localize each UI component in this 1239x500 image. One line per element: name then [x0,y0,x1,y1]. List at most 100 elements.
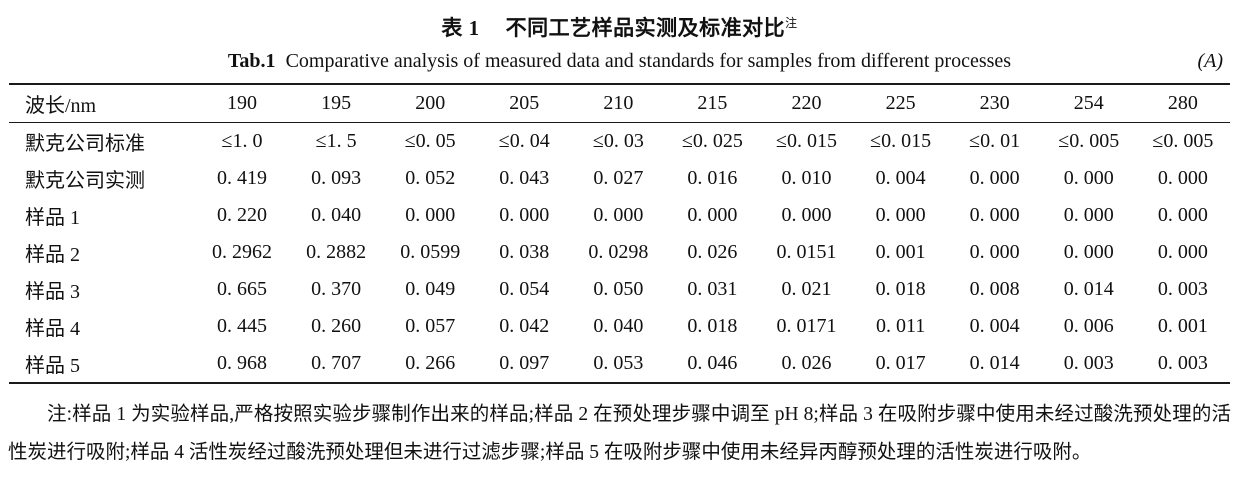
cell-value: ≤0. 03 [592,130,644,152]
table-row: 样品 4 0. 445 0. 260 0. 057 0. 042 0. 040 0. 018… [9,308,1230,345]
cell-value: ≤0. 005 [1058,130,1120,152]
column-header: 220 [791,92,822,114]
column-header: 215 [697,92,728,114]
table-body: 默克公司标准 ≤1. 0 ≤1. 5 ≤0. 05 ≤0. 04 ≤0. 03 ≤0. 02… [9,123,1230,384]
cell-value: 0. 031 [687,278,738,300]
cell-value: 0. 016 [687,167,738,189]
column-header: 195 [321,92,352,114]
cell-value: 0. 046 [687,352,738,374]
table-row: 样品 5 0. 968 0. 707 0. 266 0. 097 0. 053 0. 046… [9,345,1230,383]
cell-value: 0. 000 [875,204,926,226]
cell-value: 0. 000 [687,204,738,226]
cell-value: 0. 052 [405,167,456,189]
cell-value: 0. 000 [1157,204,1208,226]
table-row: 样品 3 0. 665 0. 370 0. 049 0. 054 0. 050 0. 031… [9,271,1230,308]
cell-value: 0. 038 [499,241,550,263]
cell-value: 0. 000 [1063,241,1114,263]
cell-value: 0. 017 [875,352,926,374]
cell-value: 0. 000 [1157,241,1208,263]
row-label: 样品 1 [25,207,80,229]
cell-value: 0. 004 [969,315,1020,337]
row-label: 样品 3 [25,281,80,303]
cell-value: 0. 054 [499,278,550,300]
cell-value: 0. 014 [969,352,1020,374]
unit-label: (A) [1197,50,1223,72]
cell-value: 0. 968 [217,352,268,374]
cell-value: 0. 027 [593,167,644,189]
cell-value: 0. 0298 [588,241,649,263]
cell-value: 0. 000 [969,241,1020,263]
cell-value: 0. 040 [593,315,644,337]
column-header: 230 [979,92,1010,114]
column-header: 210 [603,92,634,114]
cell-value: 0. 260 [311,315,362,337]
cell-value: 0. 0151 [776,241,837,263]
cell-value: 0. 006 [1063,315,1114,337]
cell-value: ≤0. 025 [681,130,743,152]
column-header: 190 [227,92,258,114]
cell-value: 0. 2882 [306,241,367,263]
table-number-en: Tab.1 [227,50,276,72]
cell-value: 0. 014 [1063,278,1114,300]
table-title-en-text: Comparative analysis of measured data an… [285,50,1012,72]
column-header: 254 [1073,92,1104,114]
table-title-en: Tab.1 Comparative analysis of measured da… [0,50,1239,73]
cell-value: ≤0. 015 [776,130,837,152]
cell-value: 0. 000 [405,204,456,226]
cell-value: ≤1. 0 [221,130,263,152]
cell-value: 0. 370 [311,278,362,300]
cell-value: 0. 004 [875,167,926,189]
table-footnote: 注:样品 1 为实验样品,严格按照实验步骤制作出来的样品;样品 2 在预处理步骤… [8,404,1231,463]
cell-value: 0. 043 [499,167,550,189]
table-row: 样品 1 0. 220 0. 040 0. 000 0. 000 0. 000 0. 000… [9,197,1230,234]
cell-value: 0. 0599 [400,241,461,263]
table-row: 默克公司标准 ≤1. 0 ≤1. 5 ≤0. 05 ≤0. 04 ≤0. 03 ≤0. 02… [9,123,1230,161]
table-header-row: 波长/nm 190 195 200 205 210 215 220 225 230 254 280 [9,84,1230,123]
cell-value: 0. 000 [499,204,550,226]
cell-value: 0. 000 [969,204,1020,226]
cell-value: 0. 003 [1157,352,1208,374]
cell-value: 0. 000 [969,167,1020,189]
cell-value: 0. 419 [217,167,268,189]
cell-value: 0. 000 [781,204,832,226]
cell-value: 0. 053 [593,352,644,374]
cell-value: 0. 049 [405,278,456,300]
column-header: 280 [1167,92,1198,114]
cell-value: 0. 445 [217,315,268,337]
cell-value: ≤0. 05 [404,130,456,152]
column-header: 200 [415,92,446,114]
table-number-cn: 表 1 [441,16,480,40]
cell-value: 0. 000 [593,204,644,226]
cell-value: 0. 097 [499,352,550,374]
cell-value: 0. 010 [781,167,832,189]
cell-value: 0. 000 [1063,204,1114,226]
cell-value: 0. 003 [1157,278,1208,300]
cell-value: 0. 008 [969,278,1020,300]
cell-value: 0. 003 [1063,352,1114,374]
column-header: 205 [509,92,540,114]
row-label: 默克公司标准 [25,133,145,155]
cell-value: 0. 018 [687,315,738,337]
cell-value: 0. 011 [875,315,926,337]
cell-value: 0. 026 [687,241,738,263]
cell-value: ≤0. 005 [1152,130,1214,152]
row-label: 默克公司实测 [25,170,145,192]
cell-value: 0. 665 [217,278,268,300]
cell-value: 0. 026 [781,352,832,374]
cell-value: ≤0. 04 [498,130,550,152]
cell-value: 0. 057 [405,315,456,337]
cell-value: 0. 220 [217,204,268,226]
comparison-table: 波长/nm 190 195 200 205 210 215 220 225 230 254 280 默… [9,83,1230,384]
table-row: 默克公司实测 0. 419 0. 093 0. 052 0. 043 0. 027 0. 0… [9,160,1230,197]
cell-value: ≤1. 5 [315,130,357,152]
column-header: 225 [885,92,916,114]
cell-value: 0. 093 [311,167,362,189]
cell-value: 0. 040 [311,204,362,226]
cell-value: 0. 001 [875,241,926,263]
table-row: 样品 2 0. 2962 0. 2882 0. 0599 0. 038 0. 0298 0.… [9,234,1230,271]
cell-value: 0. 042 [499,315,550,337]
footnote-marker: 注 [785,16,798,30]
cell-value: 0. 000 [1063,167,1114,189]
row-label: 样品 5 [25,355,80,377]
